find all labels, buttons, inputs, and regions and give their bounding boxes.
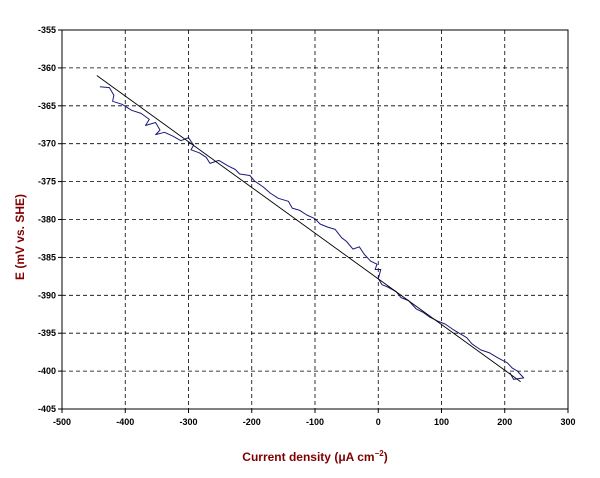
- x-tick-label: 100: [434, 417, 449, 427]
- fit-line: [96, 75, 521, 383]
- y-tick-label: -405: [38, 404, 56, 414]
- x-tick-label: 200: [497, 417, 512, 427]
- x-tick-label: -200: [243, 417, 261, 427]
- y-axis-title: E (mV vs. SHE): [13, 194, 27, 280]
- y-tick-label: -390: [38, 290, 56, 300]
- x-tick-label: -100: [306, 417, 324, 427]
- y-tick-label: -370: [38, 139, 56, 149]
- x-axis-title: Current density (μA cm−2): [242, 449, 387, 464]
- x-tick-label: 300: [560, 417, 575, 427]
- x-axis-title-part-1: Current density (: [242, 450, 338, 464]
- tick-labels: -500 -400 -300 -200 -100 0 100 200 300 -355 -360 -3…: [38, 25, 576, 427]
- x-tick-label: -500: [53, 417, 71, 427]
- y-tick-label: -360: [38, 63, 56, 73]
- x-axis-title-part-2: μA cm: [338, 450, 374, 464]
- y-tick-label: -375: [38, 177, 56, 187]
- measured-line: [99, 86, 525, 380]
- x-axis-title-part-4: ): [384, 450, 388, 464]
- y-tick-label: -380: [38, 215, 56, 225]
- y-tick-label: -400: [38, 366, 56, 376]
- grid-lines: [62, 30, 568, 409]
- y-tick-label: -395: [38, 328, 56, 338]
- x-axis-title-superscript: −2: [375, 449, 385, 458]
- series-layer: [96, 75, 525, 383]
- x-tick-label: -400: [116, 417, 134, 427]
- y-tick-label: -385: [38, 252, 56, 262]
- y-tick-label: -355: [38, 25, 56, 35]
- y-tick-label: -365: [38, 101, 56, 111]
- x-tick-label: 0: [376, 417, 381, 427]
- x-tick-label: -300: [179, 417, 197, 427]
